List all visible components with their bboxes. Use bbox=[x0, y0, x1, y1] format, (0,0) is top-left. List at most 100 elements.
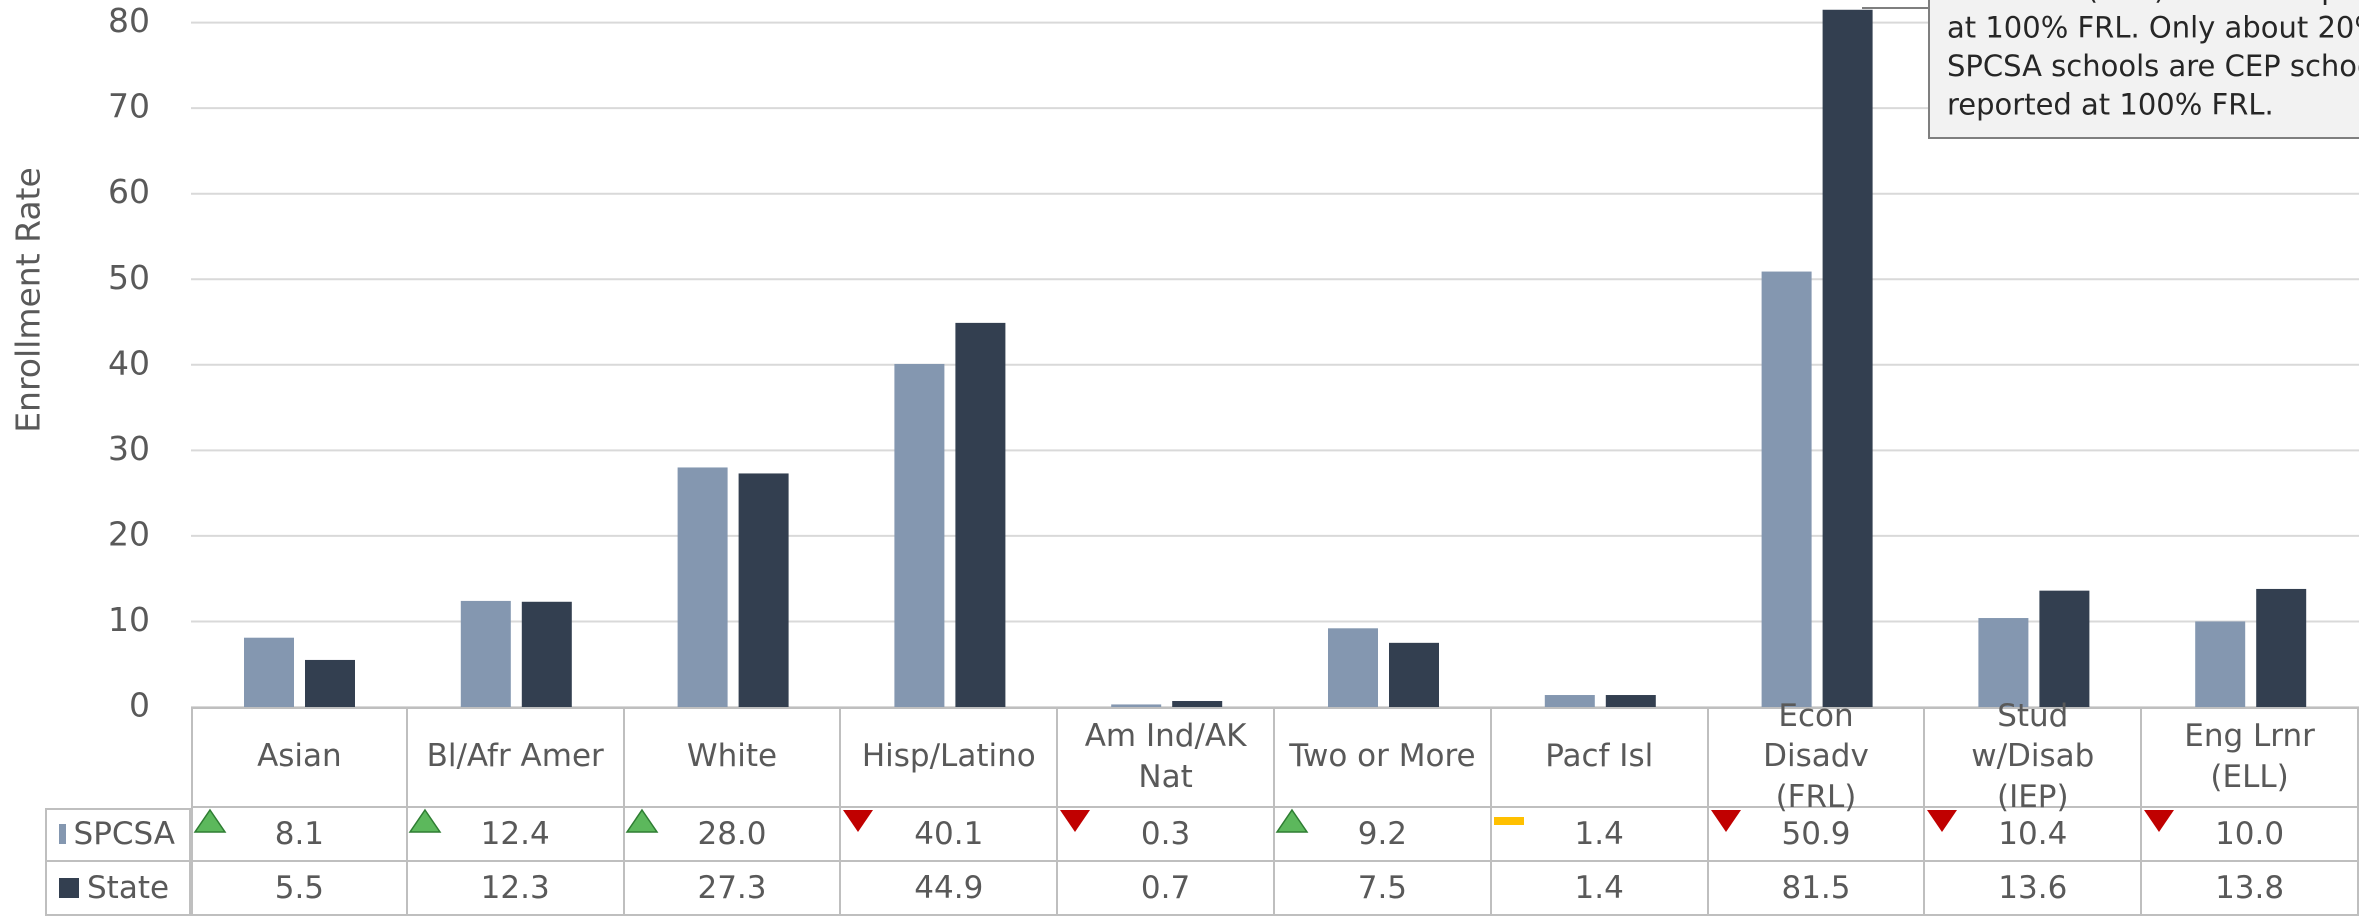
indicator-icon bbox=[1493, 817, 1524, 825]
value-label: 28.0 bbox=[697, 815, 767, 852]
annotation-text: reported at 100% FRL. bbox=[1947, 88, 2274, 122]
legend-swatch bbox=[59, 878, 79, 898]
bar bbox=[1389, 642, 1439, 707]
category-label: Hisp/Latino bbox=[841, 707, 1059, 808]
down-arrow bbox=[2144, 810, 2175, 832]
value-label: 12.4 bbox=[480, 815, 550, 852]
category-label: Am Ind/AK Nat bbox=[1058, 707, 1275, 808]
value-label: 13.6 bbox=[1998, 869, 2068, 906]
bar bbox=[2039, 590, 2090, 707]
table-cell: 27.3 bbox=[624, 862, 842, 916]
value-label: 1.4 bbox=[1574, 815, 1624, 852]
bar bbox=[1822, 9, 1873, 707]
annotation-box bbox=[1928, 0, 2359, 139]
table-cell: 10.4 bbox=[1925, 808, 2143, 862]
y-tick-label: 60 bbox=[108, 172, 150, 211]
up-arrow bbox=[1275, 808, 1309, 833]
bar bbox=[244, 637, 294, 707]
value-label: 27.3 bbox=[697, 869, 767, 906]
category-label: Two or More bbox=[1275, 707, 1492, 808]
legend-label: SPCSA bbox=[73, 815, 175, 852]
bar bbox=[738, 473, 789, 707]
value-label: 5.5 bbox=[274, 869, 325, 906]
legend-entry: State bbox=[45, 862, 191, 916]
indicator-icon bbox=[193, 808, 227, 833]
up-arrow bbox=[408, 808, 442, 833]
bar bbox=[460, 600, 511, 707]
legend-label: State bbox=[87, 869, 170, 906]
category-label: Bl/Afr Amer bbox=[407, 707, 625, 808]
table-cell: 0.3 bbox=[1058, 808, 1275, 862]
category-label: Stud w/Disab (IEP) bbox=[1925, 698, 2143, 815]
indicator-icon bbox=[2144, 810, 2175, 832]
down-arrow bbox=[1710, 810, 1741, 832]
bar bbox=[677, 467, 728, 707]
table-cell: 28.0 bbox=[624, 808, 842, 862]
table-cell: 81.5 bbox=[1708, 862, 1926, 916]
annotation-text: Provision (CEP) schools reported bbox=[1947, 0, 2359, 6]
category-label: Econ Disadv (FRL) bbox=[1708, 698, 1926, 815]
value-label: 10.0 bbox=[2215, 815, 2285, 852]
y-tick-label: 80 bbox=[108, 1, 150, 40]
bar bbox=[1978, 618, 2029, 707]
indicator-icon bbox=[1060, 810, 1091, 832]
value-label: 8.1 bbox=[274, 815, 325, 852]
category-label: Pacf Isl bbox=[1491, 707, 1709, 808]
value-label: 7.5 bbox=[1357, 869, 1408, 906]
value-label: 44.9 bbox=[914, 869, 984, 906]
table-border bbox=[45, 808, 191, 810]
value-label: 0.7 bbox=[1140, 869, 1191, 906]
table-cell: 12.3 bbox=[407, 862, 625, 916]
table-cell: 7.5 bbox=[1275, 862, 1492, 916]
y-tick-label: 0 bbox=[129, 686, 150, 725]
down-arrow bbox=[1060, 810, 1091, 832]
table-cell: 9.2 bbox=[1275, 808, 1492, 862]
value-label: 12.3 bbox=[480, 869, 550, 906]
table-cell: 0.7 bbox=[1058, 862, 1275, 916]
bar bbox=[521, 601, 572, 707]
indicator-icon bbox=[843, 810, 874, 832]
bar bbox=[2195, 621, 2246, 707]
indicator-icon bbox=[1927, 810, 1958, 832]
table-cell: 5.5 bbox=[191, 862, 408, 916]
up-arrow bbox=[193, 808, 227, 833]
table-cell: 44.9 bbox=[841, 862, 1059, 916]
flat-mark bbox=[1493, 817, 1524, 825]
category-label: Eng Lrnr (ELL) bbox=[2142, 707, 2359, 808]
indicator-icon bbox=[1710, 810, 1741, 832]
table-cell: 13.6 bbox=[1925, 862, 2143, 916]
table-cell: 12.4 bbox=[407, 808, 625, 862]
bar bbox=[2256, 588, 2307, 707]
bar bbox=[1111, 704, 1162, 707]
value-label: 81.5 bbox=[1781, 869, 1851, 906]
indicator-icon bbox=[625, 808, 659, 833]
value-label: 1.4 bbox=[1574, 869, 1624, 906]
table-cell: 1.4 bbox=[1491, 862, 1709, 916]
category-label: White bbox=[624, 707, 842, 808]
bar bbox=[1761, 271, 1812, 707]
bar bbox=[1172, 701, 1223, 707]
y-axis-label: Enrollment Rate bbox=[9, 167, 48, 433]
annotation-text: at 100% FRL. Only about 20% of bbox=[1947, 11, 2359, 45]
bar bbox=[955, 322, 1006, 707]
indicator-icon bbox=[408, 808, 442, 833]
annotation-text: SPCSA schools are CEP schools bbox=[1947, 49, 2359, 83]
table-border bbox=[191, 707, 2359, 709]
category-label: Asian bbox=[191, 707, 408, 808]
y-tick-label: 50 bbox=[108, 258, 150, 297]
table-cell: 1.4 bbox=[1491, 808, 1709, 862]
bar bbox=[1605, 695, 1656, 707]
up-arrow bbox=[625, 808, 659, 833]
y-tick-label: 20 bbox=[108, 514, 150, 553]
y-tick-label: 70 bbox=[108, 87, 150, 126]
table-cell: 10.0 bbox=[2142, 808, 2359, 862]
table-cell: 13.8 bbox=[2142, 862, 2359, 916]
value-label: 50.9 bbox=[1781, 815, 1851, 852]
value-label: 40.1 bbox=[914, 815, 984, 852]
table-cell: 50.9 bbox=[1708, 808, 1926, 862]
value-label: 0.3 bbox=[1140, 815, 1191, 852]
bar bbox=[305, 659, 355, 707]
y-tick-label: 40 bbox=[108, 343, 150, 382]
down-arrow bbox=[1927, 810, 1958, 832]
